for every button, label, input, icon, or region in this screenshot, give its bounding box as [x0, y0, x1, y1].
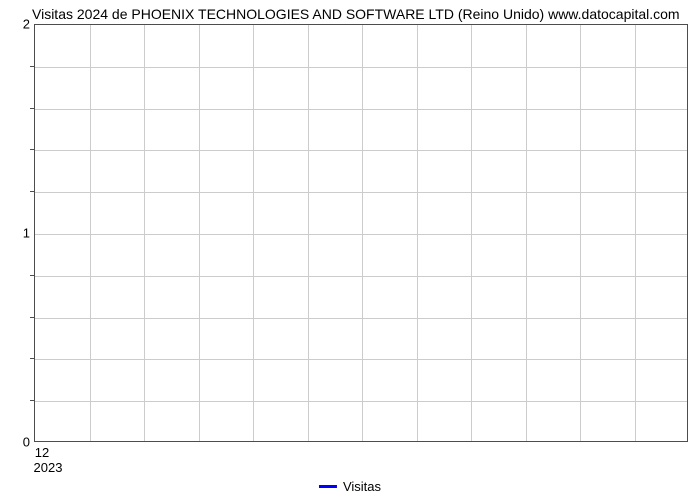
gridline-horizontal — [35, 192, 687, 193]
x-axis-sublabel: 2023 — [34, 460, 63, 475]
y-axis-minor-tick — [30, 108, 34, 109]
gridline-vertical — [471, 25, 472, 441]
gridline-horizontal — [35, 359, 687, 360]
gridline-horizontal — [35, 401, 687, 402]
gridline-vertical — [253, 25, 254, 441]
gridline-vertical — [526, 25, 527, 441]
chart-plot-area — [34, 24, 688, 442]
y-axis-minor-tick — [30, 149, 34, 150]
gridline-horizontal — [35, 318, 687, 319]
y-axis-minor-tick — [30, 400, 34, 401]
gridline-vertical — [417, 25, 418, 441]
y-axis-tick-label: 2 — [23, 17, 30, 32]
chart-legend: Visitas — [319, 479, 381, 494]
gridline-horizontal — [35, 150, 687, 151]
y-axis-tick-label: 0 — [23, 435, 30, 450]
gridline-vertical — [580, 25, 581, 441]
gridline-vertical — [90, 25, 91, 441]
legend-label-visitas: Visitas — [343, 479, 381, 494]
y-axis-minor-tick — [30, 66, 34, 67]
chart-title: Visitas 2024 de PHOENIX TECHNOLOGIES AND… — [32, 6, 680, 22]
x-axis-tick-label: 12 — [35, 445, 49, 460]
y-axis-minor-tick — [30, 317, 34, 318]
gridline-horizontal — [35, 234, 687, 235]
gridline-vertical — [635, 25, 636, 441]
gridline-vertical — [308, 25, 309, 441]
y-axis-minor-tick — [30, 275, 34, 276]
gridline-horizontal — [35, 67, 687, 68]
gridline-vertical — [144, 25, 145, 441]
gridline-horizontal — [35, 276, 687, 277]
legend-swatch-visitas — [319, 485, 337, 488]
y-axis-minor-tick — [30, 191, 34, 192]
gridline-vertical — [362, 25, 363, 441]
y-axis-minor-tick — [30, 358, 34, 359]
gridline-vertical — [199, 25, 200, 441]
y-axis-tick-label: 1 — [23, 226, 30, 241]
gridline-horizontal — [35, 109, 687, 110]
